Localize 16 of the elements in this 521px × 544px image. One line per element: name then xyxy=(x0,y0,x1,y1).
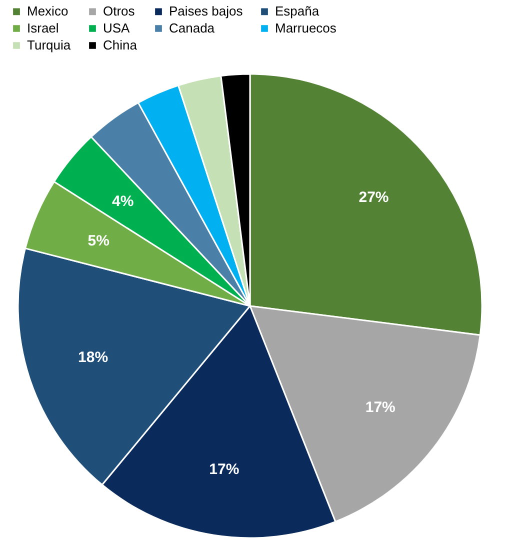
data-label: 17% xyxy=(365,399,396,416)
data-label: 4% xyxy=(112,192,134,210)
legend-label: Turquia xyxy=(27,38,72,52)
legend-label: USA xyxy=(103,20,130,36)
legend-label: Canada xyxy=(169,20,216,36)
legend-label: China xyxy=(103,38,138,52)
legend-label: Otros xyxy=(103,4,136,19)
data-label: 17% xyxy=(209,460,240,478)
legend-label: Paises bajos xyxy=(169,4,244,19)
data-label: 5% xyxy=(88,232,110,250)
data-label: 27% xyxy=(358,188,389,206)
legend-label: Mexico xyxy=(27,4,68,19)
legend-label: España xyxy=(275,4,320,19)
data-label: 18% xyxy=(78,348,108,366)
legend-label: Marruecos xyxy=(275,20,337,36)
legend-label: Israel xyxy=(27,20,59,36)
